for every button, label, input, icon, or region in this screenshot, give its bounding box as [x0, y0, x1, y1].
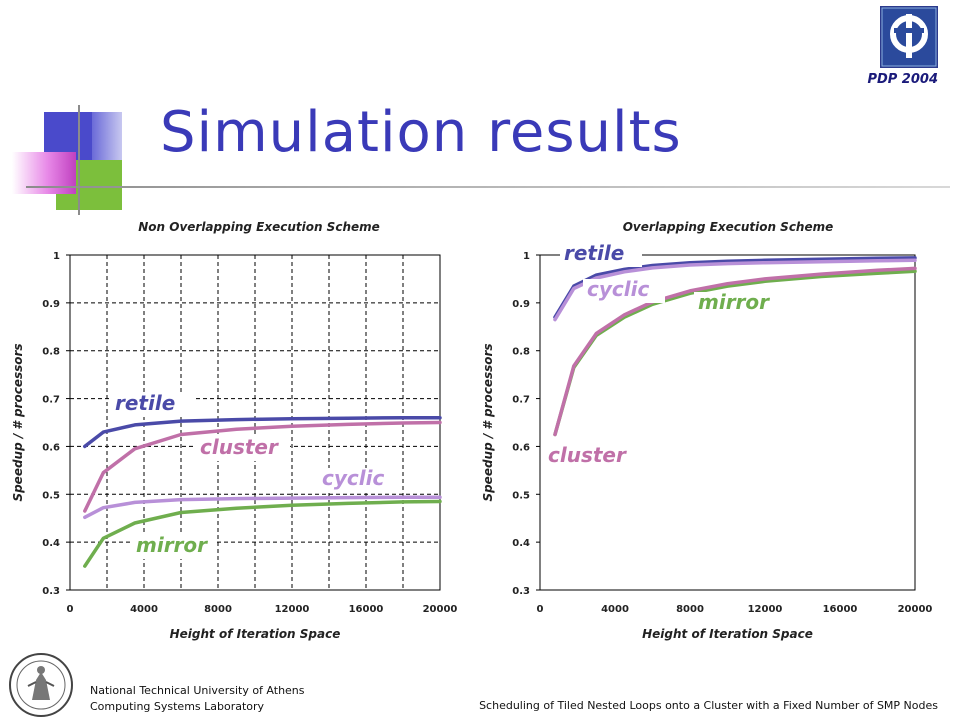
x-tick-label: 0 — [67, 604, 74, 615]
university-seal — [8, 652, 74, 718]
footer-institution: National Technical University of Athens … — [90, 683, 305, 715]
footer-institution-name: National Technical University of Athens — [90, 684, 305, 697]
chart-title-right: Overlapping Execution Scheme — [622, 220, 834, 234]
series-line-cluster — [83, 420, 442, 513]
chart-title-left: Non Overlapping Execution Scheme — [138, 220, 380, 234]
y-tick-label: 0.6 — [42, 442, 60, 453]
page-title: Simulation results — [160, 100, 682, 165]
decorative-vertical-line — [78, 105, 80, 215]
series-label-bg — [196, 437, 290, 461]
y-tick-label: 0.4 — [512, 538, 530, 549]
x-axis-label: Height of Iteration Space — [170, 627, 341, 641]
chart-overlapping: 0.3 0.4 0.5 0.6 0.7 0.8 0.9 1 0 4000 8000 12000 1600… — [481, 241, 933, 641]
y-tick-label: 0.5 — [42, 490, 60, 501]
series-label-bg — [111, 393, 193, 417]
y-tick-label: 0.8 — [42, 347, 60, 358]
y-tick-label: 1 — [53, 251, 60, 262]
decorative-horizontal-line — [26, 186, 950, 188]
y-tick-label: 0.5 — [512, 490, 530, 501]
x-tick-label: 8000 — [204, 604, 232, 615]
y-tick-label: 0.8 — [512, 347, 530, 358]
footer-lab-name: Computing Systems Laboratory — [90, 700, 265, 713]
university-seal-icon — [9, 653, 73, 717]
series-label-bg — [694, 292, 776, 316]
series-label-bg — [318, 468, 400, 492]
series-label-bg — [132, 535, 214, 559]
series-label-bg — [544, 445, 638, 469]
conference-label: PDP 2004 — [867, 72, 938, 87]
series-label-cluster: cluster — [200, 435, 279, 459]
y-tick-label: 0.9 — [512, 299, 530, 310]
y-axis-label: Speedup / # processors — [11, 343, 25, 501]
y-tick-label: 1 — [523, 251, 530, 262]
y-tick-label: 0.7 — [512, 395, 530, 406]
series-label-cyclic: cyclic — [587, 277, 649, 301]
y-tick-label: 0.4 — [42, 538, 60, 549]
chart-non-overlapping: 0.3 0.4 0.5 0.6 0.7 0.8 0.9 1 0 4000 8000 12000 1600… — [11, 251, 458, 641]
x-tick-label: 12000 — [275, 604, 310, 615]
x-tick-label: 16000 — [349, 604, 384, 615]
x-tick-label: 20000 — [898, 604, 933, 615]
y-tick-label: 0.3 — [512, 586, 530, 597]
x-tick-label: 0 — [537, 604, 544, 615]
series-line-mirror — [83, 499, 442, 568]
series-line-cyclic — [83, 495, 442, 520]
plot-frame — [539, 254, 916, 591]
conference-logo — [880, 6, 938, 68]
series-line-cluster — [553, 266, 917, 437]
y-tick-label: 0.9 — [42, 299, 60, 310]
x-tick-label: 16000 — [823, 604, 858, 615]
series-label-mirror: mirror — [698, 290, 770, 314]
series-line-retile — [83, 415, 442, 449]
x-tick-label: 20000 — [423, 604, 458, 615]
conference-logo-icon — [881, 7, 937, 67]
x-tick-label: 4000 — [601, 604, 629, 615]
series-label-bg — [560, 243, 642, 267]
series-label-bg — [583, 279, 665, 303]
x-tick-label: 4000 — [130, 604, 158, 615]
y-tick-label: 0.3 — [42, 586, 60, 597]
series-label-cluster: cluster — [548, 443, 627, 467]
x-axis-label: Height of Iteration Space — [642, 627, 813, 641]
y-axis-label: Speedup / # processors — [481, 343, 495, 501]
y-tick-label: 0.7 — [42, 395, 60, 406]
series-label-retile: retile — [115, 391, 175, 415]
series-label-mirror: mirror — [136, 533, 208, 557]
footer-topic: Scheduling of Tiled Nested Loops onto a … — [479, 699, 938, 712]
x-tick-label: 12000 — [748, 604, 783, 615]
series-label-cyclic: cyclic — [322, 466, 384, 490]
x-tick-label: 8000 — [676, 604, 704, 615]
series-line-retile — [553, 256, 917, 319]
series-label-retile: retile — [564, 241, 624, 265]
y-tick-label: 0.6 — [512, 442, 530, 453]
